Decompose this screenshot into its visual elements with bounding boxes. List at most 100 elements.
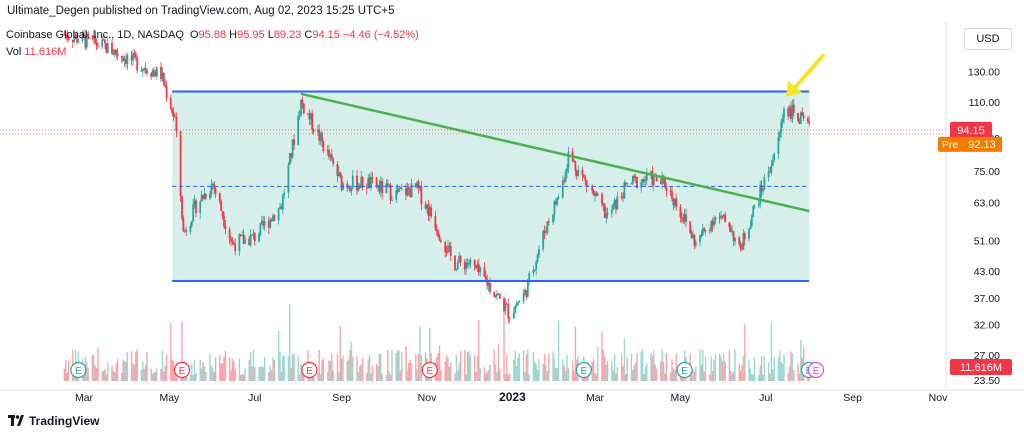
volume-bar — [107, 362, 109, 381]
candle-body — [533, 269, 536, 271]
volume-bar — [261, 366, 263, 381]
candle-body — [770, 165, 773, 172]
volume-bar — [494, 364, 497, 381]
earnings-marker[interactable] — [301, 361, 318, 379]
candle-body — [538, 249, 540, 255]
close-label: C — [304, 29, 313, 41]
candle-body — [291, 139, 294, 158]
candle-body — [190, 221, 193, 227]
volume-bar — [594, 373, 596, 381]
volume-bar — [361, 357, 364, 381]
volume-bar — [191, 363, 193, 381]
candle-body — [301, 99, 304, 104]
candle-body — [752, 206, 755, 217]
volume-bar — [116, 358, 119, 381]
volume-bar — [408, 362, 410, 381]
candle-body — [210, 184, 213, 194]
volume-bar — [499, 369, 501, 381]
volume-bar — [625, 374, 627, 381]
candle-body — [799, 112, 802, 124]
earnings-marker[interactable] — [575, 361, 592, 379]
candle-body — [115, 49, 118, 54]
candle-body — [802, 115, 805, 119]
volume-bar — [249, 352, 252, 381]
volume-bar — [730, 370, 732, 381]
candle-body — [165, 86, 168, 98]
candle-body — [430, 207, 433, 217]
volume-bar — [163, 371, 165, 381]
candle-body — [582, 175, 585, 178]
earnings-marker[interactable] — [807, 361, 825, 379]
candle-body — [645, 173, 648, 181]
candle-body — [230, 238, 232, 241]
footer-brand: TradingView — [29, 414, 100, 428]
candle-body — [610, 209, 613, 214]
earnings-marker[interactable] — [70, 361, 87, 379]
candle-body — [665, 186, 668, 191]
candle-body — [504, 303, 507, 311]
volume-bar — [473, 355, 476, 381]
volume-bar — [548, 354, 550, 381]
volume-bar — [171, 360, 173, 381]
volume-bar — [515, 366, 518, 381]
volume-bar — [352, 356, 354, 381]
volume-bar — [787, 372, 789, 381]
candle-body — [567, 151, 570, 168]
volume-bar — [219, 355, 221, 381]
candle-body — [640, 182, 643, 189]
candle-body — [316, 129, 319, 132]
candle-body — [778, 132, 781, 138]
volume-bar — [346, 360, 348, 381]
volume-value: 11.616M — [24, 46, 67, 58]
candle-body — [391, 199, 393, 201]
candle-body — [682, 217, 685, 223]
candle-body — [252, 233, 255, 235]
volume-bar — [273, 359, 276, 381]
candle-body — [750, 216, 753, 227]
candle-body — [181, 196, 183, 219]
descending-trendline[interactable] — [300, 92, 810, 213]
currency-button[interactable]: USD — [964, 28, 1012, 50]
symbol-title[interactable]: Coinbase Global, Inc., 1D, NASDAQ — [6, 29, 184, 41]
candle-body — [396, 190, 399, 193]
volume-bar — [574, 326, 577, 381]
candle-body — [575, 170, 578, 177]
candle-body — [757, 203, 760, 206]
volume-bar — [595, 373, 598, 381]
candle-body — [780, 122, 783, 133]
candle-body — [136, 57, 139, 71]
candle-body — [399, 187, 402, 189]
volume-bar — [115, 363, 117, 381]
candle-body — [192, 204, 195, 222]
volume-bar — [331, 353, 333, 381]
candle-body — [729, 227, 732, 232]
volume-bar — [144, 364, 147, 381]
earnings-marker-label: E — [580, 366, 587, 377]
y-tick-label: 130.00 — [968, 67, 1000, 79]
volume-bar — [241, 374, 243, 381]
volume-bar — [160, 369, 162, 381]
candle-body — [385, 183, 388, 193]
volume-bar — [640, 352, 642, 381]
earnings-marker[interactable] — [676, 361, 693, 379]
volume-bar — [748, 359, 750, 381]
volume-bar — [798, 373, 801, 381]
candle-body — [244, 238, 246, 244]
publish-header: Ultimate_Degen published on TradingView.… — [0, 0, 1024, 22]
volume-bar — [718, 353, 721, 381]
volume-bar — [704, 356, 707, 381]
volume-bar — [674, 370, 676, 381]
candle-body — [203, 193, 206, 199]
earnings-marker[interactable] — [421, 361, 438, 379]
volume-bar — [67, 360, 70, 381]
volume-bar — [97, 347, 99, 381]
volume-bar — [332, 370, 334, 381]
candle-body — [218, 193, 221, 202]
x-tick-label: Nov — [418, 392, 437, 404]
candle-body — [669, 190, 672, 192]
volume-bar — [262, 367, 264, 381]
earnings-marker[interactable] — [173, 361, 191, 379]
volume-bar — [195, 373, 197, 381]
volume-bar — [458, 362, 460, 381]
